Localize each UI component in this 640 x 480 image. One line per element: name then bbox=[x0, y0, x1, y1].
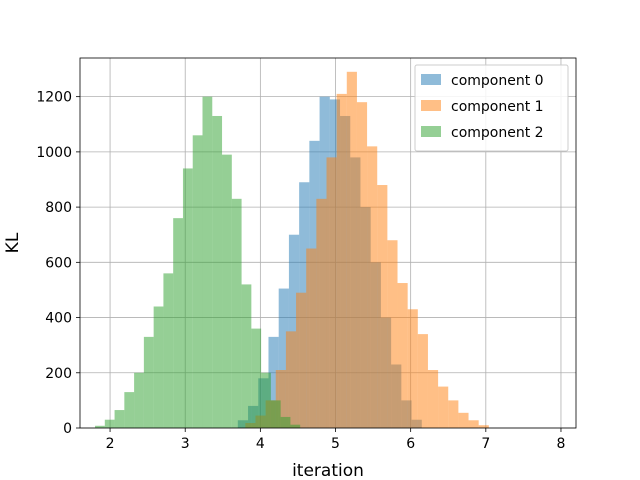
y-tick-label: 200 bbox=[45, 366, 72, 382]
histogram-bar bbox=[275, 370, 286, 428]
histogram-bar bbox=[346, 71, 357, 428]
legend: component 0 component 1 component 2 bbox=[414, 64, 569, 152]
legend-item: component 1 bbox=[421, 99, 544, 115]
histogram-bar bbox=[397, 283, 408, 428]
histogram-bar bbox=[114, 410, 125, 428]
legend-item: component 2 bbox=[421, 125, 544, 141]
histogram-bar bbox=[478, 425, 489, 428]
histogram-bar bbox=[316, 198, 327, 428]
histogram-bar bbox=[438, 386, 449, 428]
plot-frame bbox=[79, 57, 577, 429]
x-tick-label: 8 bbox=[557, 436, 566, 452]
histogram-bar bbox=[202, 96, 213, 429]
x-tick-label: 5 bbox=[331, 436, 340, 452]
histogram-bar bbox=[143, 336, 154, 428]
y-tick-label: 600 bbox=[45, 255, 72, 271]
legend-label: component 2 bbox=[451, 125, 544, 141]
legend-label: component 1 bbox=[451, 99, 544, 115]
y-tick-label: 1000 bbox=[36, 145, 72, 161]
y-tick-label: 1200 bbox=[36, 90, 72, 106]
series-1-bars bbox=[245, 71, 489, 429]
y-tick-label: 400 bbox=[45, 311, 72, 327]
histogram-bar bbox=[285, 331, 297, 428]
histogram-bar bbox=[104, 419, 115, 428]
series-2-bars bbox=[95, 96, 301, 429]
histogram-bar bbox=[261, 372, 271, 428]
histogram-bar bbox=[427, 370, 439, 428]
histogram-bar bbox=[251, 328, 262, 428]
histogram-bar bbox=[306, 248, 317, 428]
histogram-bar bbox=[377, 185, 388, 428]
y-tick-label: 0 bbox=[63, 421, 72, 437]
histogram-bar bbox=[290, 424, 301, 428]
histogram-bar bbox=[367, 146, 378, 428]
histogram-bar bbox=[134, 372, 144, 428]
legend-box bbox=[414, 64, 569, 152]
histogram-bar bbox=[270, 400, 281, 428]
legend-swatch bbox=[421, 74, 441, 85]
histogram-bar bbox=[280, 416, 291, 428]
histogram-bar bbox=[173, 218, 183, 428]
legend-item: component 0 bbox=[421, 73, 544, 89]
histogram-bar bbox=[417, 334, 428, 428]
x-axis-ticks: 2 3 4 5 6 7 8 bbox=[106, 428, 566, 452]
histogram-bar bbox=[212, 115, 223, 428]
histogram-bar bbox=[124, 392, 135, 428]
legend-swatch bbox=[421, 126, 441, 137]
histogram-bar bbox=[231, 198, 242, 428]
x-tick-label: 4 bbox=[256, 436, 265, 452]
x-tick-label: 3 bbox=[181, 436, 190, 452]
histogram-bar bbox=[153, 306, 164, 428]
histogram-bar bbox=[468, 420, 479, 428]
histogram-bar bbox=[241, 284, 252, 428]
histogram-bar bbox=[448, 400, 459, 428]
histogram-bar bbox=[95, 425, 105, 428]
histogram-bar bbox=[387, 240, 398, 428]
histogram-bar bbox=[278, 288, 289, 428]
y-axis-title: KL bbox=[3, 232, 23, 253]
histogram-bar bbox=[163, 273, 174, 428]
histogram-bar bbox=[336, 93, 347, 429]
histogram-bar bbox=[192, 135, 203, 429]
y-axis-ticks: 0 200 400 600 800 1000 1200 bbox=[36, 90, 80, 437]
x-axis-title: iteration bbox=[292, 461, 364, 480]
histogram-bar bbox=[326, 157, 337, 428]
histogram-bar bbox=[296, 292, 307, 428]
histogram-bar bbox=[222, 154, 232, 428]
x-tick-label: 6 bbox=[406, 436, 415, 452]
histogram-bar bbox=[356, 102, 368, 428]
legend-label: component 0 bbox=[451, 73, 544, 89]
legend-swatch bbox=[421, 100, 441, 111]
histogram-bar bbox=[458, 412, 469, 428]
x-tick-label: 7 bbox=[481, 436, 490, 452]
histogram-bar bbox=[182, 168, 193, 428]
histogram-bar bbox=[268, 336, 279, 428]
y-tick-label: 800 bbox=[45, 200, 72, 216]
histogram-bar bbox=[407, 309, 418, 428]
histogram-bars bbox=[95, 71, 489, 429]
x-tick-label: 2 bbox=[106, 436, 115, 452]
